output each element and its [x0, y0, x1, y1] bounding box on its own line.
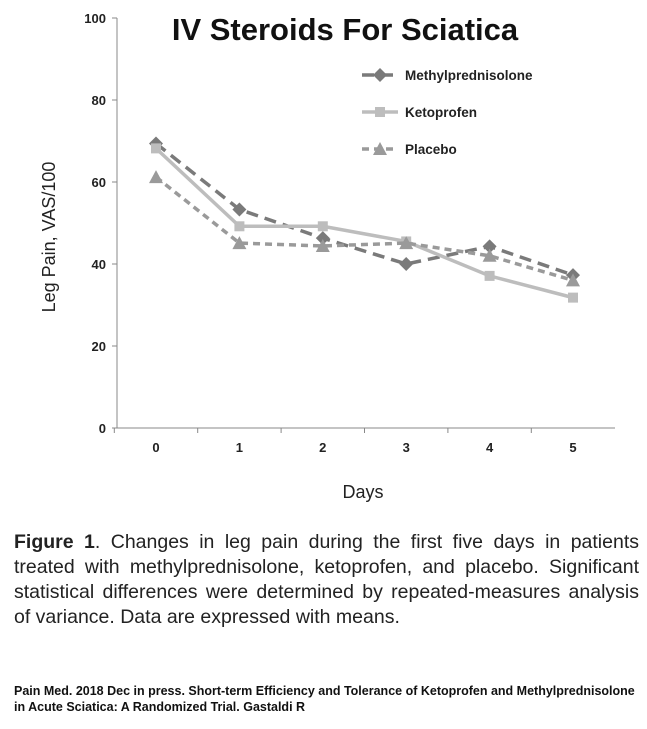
- legend-marker: [373, 142, 387, 155]
- legend-item: Methylprednisolone: [362, 68, 533, 83]
- series-line: [154, 142, 574, 277]
- legend-item: Placebo: [362, 142, 457, 157]
- data-point: [149, 170, 163, 184]
- series-line: [154, 175, 574, 283]
- data-point: [484, 270, 495, 281]
- legend-marker: [373, 68, 387, 82]
- series-methylprednisolone: [149, 136, 580, 283]
- data-point: [482, 248, 497, 262]
- chart-title: IV Steroids For Sciatica: [172, 12, 519, 47]
- x-tick-label: 2: [319, 440, 326, 455]
- data-point: [232, 236, 247, 250]
- series-line: [154, 147, 574, 300]
- data-point: [232, 202, 247, 217]
- data-point: [151, 143, 161, 154]
- legend-label: Placebo: [405, 142, 457, 157]
- series-placebo: [149, 170, 580, 287]
- data-point: [234, 221, 245, 232]
- data-point: [399, 257, 414, 271]
- y-axis-label: Leg Pain, VAS/100: [39, 162, 59, 313]
- data-point: [315, 231, 330, 246]
- y-tick-label: 0: [99, 421, 106, 436]
- x-tick-label: 3: [403, 440, 410, 455]
- x-tick-label: 1: [236, 440, 243, 455]
- y-tick-label: 100: [84, 11, 106, 26]
- y-tick-label: 60: [92, 175, 106, 190]
- legend-label: Ketoprofen: [405, 105, 477, 120]
- x-tick-label: 0: [152, 440, 159, 455]
- figure-caption: Figure 1. Changes in leg pain during the…: [14, 530, 639, 630]
- legend-label: Methylprednisolone: [405, 68, 533, 83]
- data-point: [399, 236, 414, 250]
- x-tick-label: 4: [486, 440, 494, 455]
- source-citation: Pain Med. 2018 Dec in press. Short-term …: [14, 684, 635, 714]
- y-tick-label: 20: [92, 339, 106, 354]
- y-tick-label: 40: [92, 257, 106, 272]
- x-axis-label: Days: [342, 482, 383, 502]
- data-point: [568, 292, 578, 303]
- x-tick-label: 5: [569, 440, 576, 455]
- legend-marker: [375, 107, 385, 117]
- line-chart: IV Steroids For Sciatica Leg Pain, VAS/1…: [39, 11, 615, 502]
- caption-text: . Changes in leg pain during the first f…: [14, 531, 639, 628]
- data-point: [315, 238, 330, 252]
- data-point: [317, 221, 328, 232]
- legend-item: Ketoprofen: [362, 105, 477, 120]
- caption-label: Figure 1: [14, 531, 95, 553]
- data-point: [482, 239, 497, 254]
- y-tick-label: 80: [92, 93, 106, 108]
- data-point: [566, 273, 580, 287]
